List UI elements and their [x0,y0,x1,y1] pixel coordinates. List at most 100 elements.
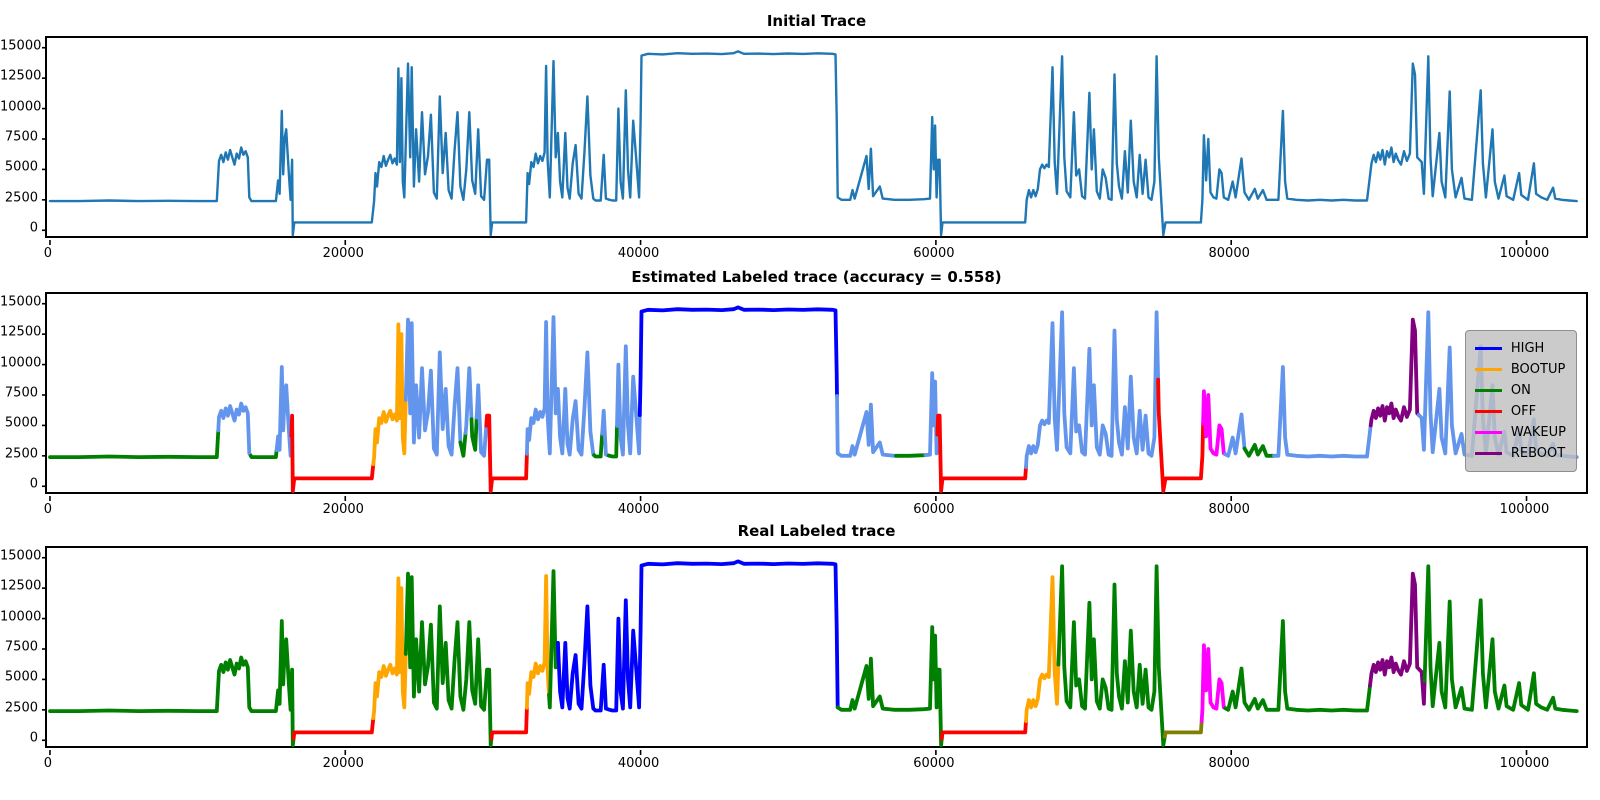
trace-segment-lightblue [835,394,898,458]
y-tick-label: 5000 [4,669,38,685]
y-tick-label: 2500 [4,190,38,206]
x-tick-label: 40000 [617,502,660,517]
legend-label: HIGH [1510,341,1545,356]
trace-segment-on [1242,443,1276,458]
x-tick-label: 20000 [322,502,364,517]
x-tick-label: 20000 [322,246,364,261]
subplot-estimated-trace-plot-area: HIGH BOOTUP ON OFF WAKEUP REBOOT [42,292,1588,501]
x-tick-label: 20000 [322,756,364,771]
subplot-initial-trace-title: Initial Trace [766,12,867,30]
trace-segment-off [1156,377,1205,493]
subplot-initial-trace-plot-area [42,36,1588,245]
trace-segment-lightblue [216,401,253,458]
x-tick-label: 100000 [1499,756,1550,771]
trace-segment-on [469,415,479,452]
x-tick-label: 40000 [617,756,660,771]
trace-segment-wakeup [1199,643,1228,723]
legend-label: BOOTUP [1510,362,1566,377]
trace-segment-bootup [371,576,408,721]
trace-segment-lightblue [474,383,489,458]
legend-item-off: OFF [1474,401,1566,422]
trace-segment-off [484,413,529,493]
x-tick-label: 0 [43,246,53,261]
legend-item-on: ON [1474,380,1566,401]
x-tick-label: 0 [43,502,53,517]
legend-line-reboot [1474,452,1502,455]
y-tick-label: 5000 [4,159,38,175]
x-tick-label: 60000 [913,756,955,771]
y-tick-label: 0 [29,476,38,492]
x-tick-label: 100000 [1499,246,1550,261]
y-tick-label: 5000 [4,415,38,431]
legend-item-reboot: REBOOT [1474,443,1566,464]
y-tick-label: 15000 [0,294,42,310]
y-tick-label: 10000 [0,355,42,371]
y-tick-label: 15000 [0,38,42,54]
y-tick-label: 2500 [4,446,38,462]
trace-segment-on [592,431,605,459]
trace-segment-reboot [1368,317,1421,428]
y-tick-label: 12500 [0,68,42,84]
y-tick-label: 0 [29,730,38,746]
trace-segment-on [1223,619,1372,713]
trace-segment-off [935,413,1028,493]
legend-line-off [1474,410,1502,413]
trace-canvas [42,46,1578,245]
legend-label: WAKEUP [1510,425,1566,440]
trace-segment-lightblue [600,408,611,458]
trace-segment-olive [1162,719,1204,739]
trace-segment-high [556,559,840,713]
trace-segment-lightblue [1223,412,1247,458]
trace-segment-on [403,571,494,747]
trace-segment-lightblue [923,371,940,457]
trace-segment-on [48,619,296,747]
y-tick-label: 10000 [0,99,42,115]
legend-line-wakeup [1474,431,1502,434]
x-tick-label: 0 [43,756,53,771]
y-tick-label: 15000 [0,548,42,564]
y-tick-label: 7500 [4,639,38,655]
trace-segment-bootup [371,322,408,467]
trace-segment-lightblue [1272,365,1373,459]
legend-item-bootup: BOOTUP [1474,359,1566,380]
legend-label: ON [1510,383,1531,398]
subplot-real-trace-title: Real Labeled trace [737,522,896,540]
legend-line-bootup [1474,368,1502,371]
legend-item-wakeup: WAKEUP [1474,422,1566,443]
y-tick-label: 12500 [0,324,42,340]
trace-segment-high [637,305,839,417]
x-tick-label: 40000 [617,246,660,261]
trace-segment-lightblue [403,317,463,457]
x-tick-label: 60000 [913,502,955,517]
y-tick-label: 12500 [0,578,42,594]
trace-segment-lightblue [463,366,474,435]
x-tick-label: 60000 [913,246,955,261]
y-tick-label: 7500 [4,129,38,145]
x-tick-label: 80000 [1208,502,1250,517]
x-tick-label: 80000 [1208,756,1250,771]
subplot-real-trace-plot-area [42,546,1588,755]
trace-segment-on [458,431,468,458]
trace-segment-reboot [1368,571,1427,706]
trace-segment-on [248,448,279,459]
trace-segment-on [48,428,221,459]
legend-line-on [1474,389,1502,392]
x-tick-label: 80000 [1208,246,1250,261]
trace-segment-on [835,625,944,747]
trace-canvas [42,556,1579,755]
trace-segment-wakeup [1201,389,1228,457]
subplot-estimated-trace-title: Estimated Labeled trace (accuracy = 0.55… [631,268,1002,286]
legend-item-high: HIGH [1474,338,1566,359]
trace-segment-off [291,716,376,741]
legend-label: REBOOT [1510,446,1566,461]
y-tick-label: 10000 [0,609,42,625]
trace-line [48,50,1578,237]
y-tick-label: 2500 [4,700,38,716]
trace-segment-off [939,719,1028,741]
legend-line-high [1474,347,1502,350]
trace-segment-off [489,705,529,741]
legend-label: OFF [1510,404,1537,419]
trace-segment-on [547,569,560,710]
x-tick-label: 100000 [1499,502,1550,517]
